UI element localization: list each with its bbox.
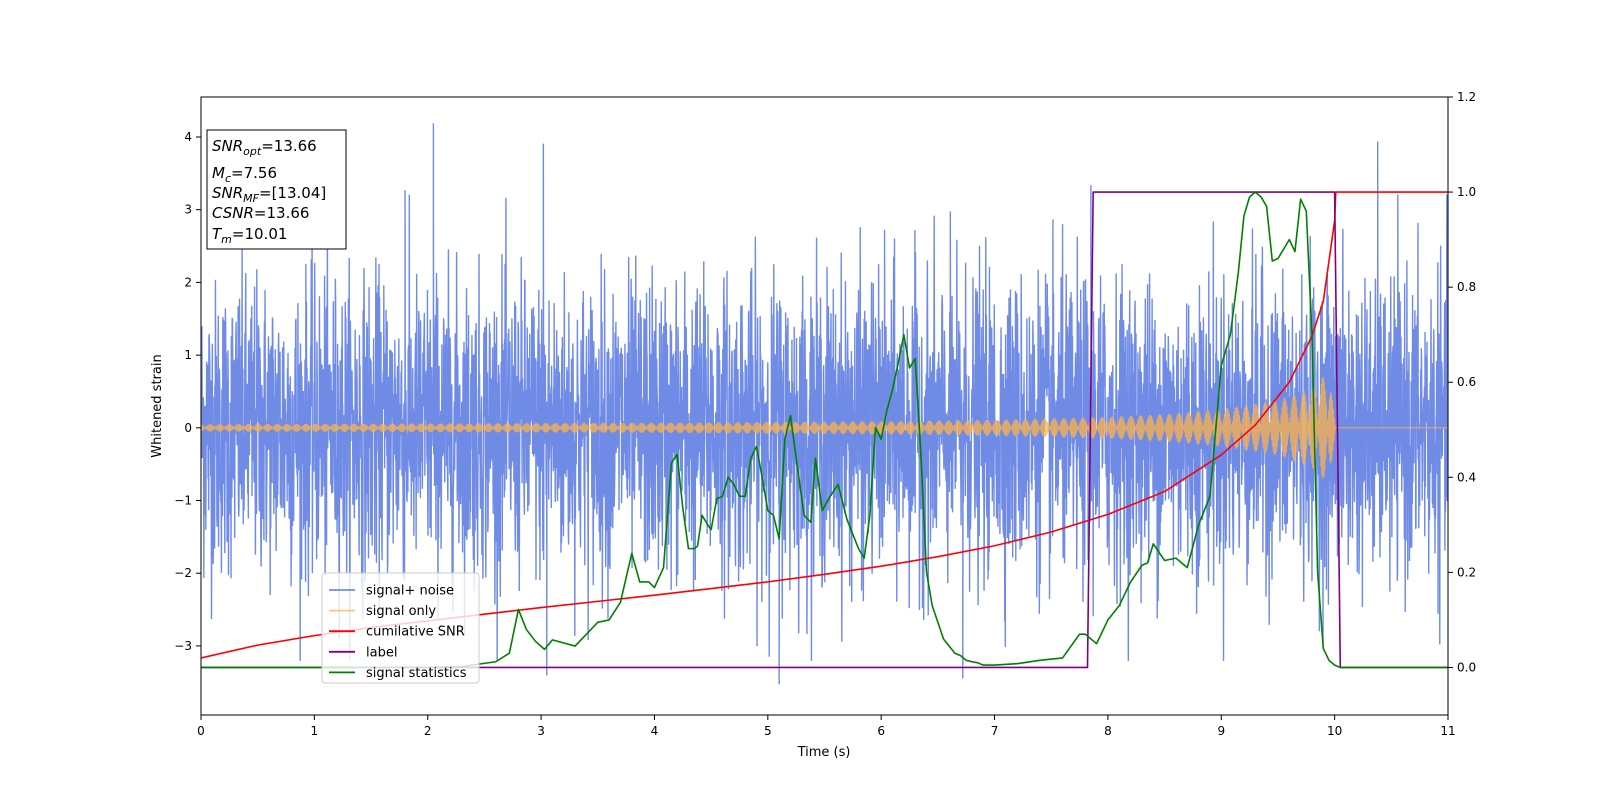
y-right-tick-label: 0.8	[1457, 280, 1476, 294]
y-right-tick-label: 0.4	[1457, 470, 1476, 484]
series-signal-statistics	[201, 191, 1448, 669]
y-left-tick-label: 3	[184, 203, 192, 217]
annotation-snr-opt-value: =13.66	[261, 137, 317, 155]
y-axis-left: −3 −2 −1 0 1 2 3 4	[174, 130, 201, 653]
x-tick-label: 10	[1327, 724, 1342, 738]
legend: signal+ noise signal only cumilative SNR la…	[321, 572, 480, 684]
annotation-snr-opt: SNRopt=13.66	[212, 137, 317, 158]
annotation-snr-opt-sub: opt	[243, 145, 262, 158]
x-tick-label: 5	[764, 724, 772, 738]
annotation-tm-value: =10.01	[232, 225, 288, 243]
series-signal-noise	[201, 123, 1448, 685]
y-left-tick-label: 0	[184, 421, 192, 435]
annotation-box: SNRopt=13.66 Mc=7.56 SNRMF=[13.04] CSNR=…	[206, 129, 347, 250]
y-left-tick-label: 4	[184, 130, 192, 144]
annotation-tm-sub: m	[221, 233, 232, 246]
legend-label: signal only	[366, 604, 436, 619]
x-tick-label: 4	[651, 724, 659, 738]
annotation-frame	[206, 129, 347, 250]
series-signal-only	[201, 377, 1448, 479]
legend-frame	[321, 572, 480, 684]
y-left-tick-label: 2	[184, 275, 192, 289]
y-right-tick-label: 0.0	[1457, 660, 1476, 674]
x-tick-label: 0	[197, 724, 205, 738]
annotation-csnr: CSNR=13.66	[212, 204, 309, 222]
x-tick-label: 1	[311, 724, 319, 738]
y-axis-label: Whitened strain	[150, 354, 165, 457]
annotation-tm: Tm=10.01	[212, 225, 287, 246]
annotation-snr-mf: SNRMF=[13.04]	[212, 184, 326, 205]
annotation-snr-mf-sub: MF	[243, 192, 259, 205]
annotation-csnr-value: =13.66	[254, 204, 310, 222]
y-left-tick-label: 1	[184, 348, 192, 362]
annotation-mc-sub: c	[225, 172, 231, 185]
x-tick-label: 6	[877, 724, 885, 738]
annotation-snr-mf-value: =[13.04]	[259, 184, 326, 202]
legend-label: label	[366, 645, 397, 660]
annotation-snr-mf-base: SNR	[212, 184, 243, 202]
x-tick-label: 7	[991, 724, 999, 738]
x-axis: 0 1 2 3 4 5 6 7 8 9 10 11	[197, 715, 1456, 738]
y-axis-right: 0.0 0.2 0.4 0.6 0.8 1.0 1.2	[1448, 90, 1476, 674]
x-axis-label: Time (s)	[797, 745, 851, 760]
legend-label: cumilative SNR	[366, 625, 465, 640]
y-right-tick-label: 0.2	[1457, 565, 1476, 579]
y-left-tick-label: −3	[174, 639, 192, 653]
x-tick-label: 11	[1440, 724, 1455, 738]
annotation-mc-base: M	[212, 164, 225, 182]
annotation-mc-value: =7.56	[231, 164, 277, 182]
y-left-tick-label: −1	[174, 494, 192, 508]
y-right-tick-label: 1.0	[1457, 185, 1476, 199]
x-tick-label: 9	[1217, 724, 1225, 738]
legend-label: signal+ noise	[366, 584, 454, 599]
annotation-tm-base: T	[212, 225, 223, 243]
y-left-tick-label: −2	[174, 566, 192, 580]
legend-label: signal statistics	[366, 666, 467, 681]
x-tick-label: 8	[1104, 724, 1112, 738]
plot-frame	[200, 96, 1449, 716]
annotation-csnr-base: CSNR	[212, 204, 254, 222]
y-right-tick-label: 1.2	[1457, 90, 1476, 104]
x-tick-label: 3	[537, 724, 545, 738]
annotation-snr-opt-base: SNR	[212, 137, 243, 155]
annotation-mc: Mc=7.56	[212, 164, 277, 185]
y-right-tick-label: 0.6	[1457, 375, 1476, 389]
x-tick-label: 2	[424, 724, 432, 738]
